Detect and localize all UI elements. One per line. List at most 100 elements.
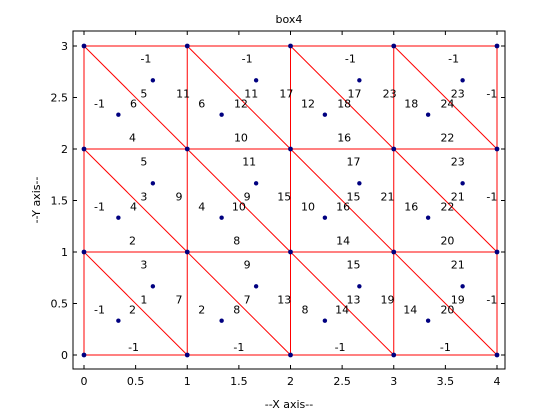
mesh-edge-19 [290, 45, 395, 150]
x-tick-label-8: 4 [494, 375, 501, 388]
mesh-edge-9 [83, 251, 188, 356]
annotation-label-11: 13 [277, 293, 291, 306]
mesh-node-8 [391, 249, 397, 255]
centroid-point-18 [219, 112, 224, 117]
mesh-node-10 [81, 146, 87, 152]
centroid-point-19 [253, 78, 259, 83]
x-tick-label-1: 0.5 [127, 375, 145, 388]
centroid-point-20 [322, 112, 328, 117]
mesh-edge-13 [83, 148, 188, 253]
annotation-label-1: 2 [129, 304, 136, 317]
mesh-edges [83, 45, 498, 356]
annotation-label-39: 15 [346, 190, 360, 203]
x-tick-label-5: 2.5 [333, 375, 351, 388]
annotation-label-61: 18 [337, 98, 351, 111]
x-axis-label: --X axis-- [265, 398, 313, 411]
annotation-label-28: 5 [140, 155, 147, 168]
annotation-label-5: 7 [175, 293, 182, 306]
mesh-edge-12 [393, 251, 498, 356]
centroid-point-23 [460, 78, 465, 83]
annotation-label-65: 23 [383, 87, 397, 100]
chart-title: box4 [276, 13, 303, 26]
annotation-label-57: 11 [244, 87, 258, 100]
annotation-label-35: 15 [277, 190, 291, 203]
annotation-label-42: 16 [404, 201, 418, 214]
annotation-label-24: -1 [94, 201, 105, 214]
y-tick-label-0: 0 [61, 349, 68, 362]
mesh-node-18 [391, 43, 397, 49]
x-tick-label-4: 2 [287, 375, 294, 388]
annotation-label-3: 1 [140, 293, 147, 306]
annotation-label-70: -1 [448, 52, 459, 65]
centroid-point-22 [425, 112, 431, 117]
annotation-label-31: 10 [232, 201, 246, 214]
mesh-node-4 [494, 352, 500, 358]
annotation-label-67: 24 [440, 98, 454, 111]
annotation-label-15: 13 [346, 293, 360, 306]
annotation-label-33: 9 [244, 190, 251, 203]
mesh-node-0 [81, 352, 87, 358]
annotation-label-54: 6 [198, 98, 205, 111]
annotation-label-25: 4 [130, 201, 137, 214]
mesh-node-9 [494, 249, 500, 255]
annotation-label-41: 21 [381, 190, 395, 203]
annotation-label-46: 23 [451, 155, 465, 168]
annotation-label-45: 21 [451, 190, 465, 203]
mesh-node-12 [288, 146, 293, 152]
y-axis-label: --Y axis-- [30, 177, 43, 224]
mesh-node-14 [494, 146, 500, 152]
annotation-label-18: 14 [403, 304, 417, 317]
annotation-label-62: 16 [337, 132, 351, 145]
annotation-label-22: 21 [451, 258, 465, 271]
centroid-point-5 [357, 284, 362, 289]
annotation-label-26: 2 [129, 235, 136, 248]
centroid-point-12 [322, 215, 328, 220]
centroid-point-15 [460, 181, 465, 186]
centroid-point-9 [150, 181, 156, 186]
mesh-node-13 [391, 146, 397, 152]
annotation-label-71: -1 [486, 87, 497, 100]
centroid-point-13 [357, 181, 362, 186]
annotation-label-64: -1 [345, 52, 356, 65]
mesh-edge-16 [393, 148, 498, 253]
annotation-label-19: 20 [440, 304, 454, 317]
centroid-point-0 [116, 318, 121, 323]
centroid-point-21 [357, 78, 362, 83]
annotation-label-68: 22 [440, 132, 454, 145]
annotation-label-16: 15 [346, 258, 360, 271]
annotation-label-60: 12 [301, 98, 315, 111]
annotation-label-37: 16 [336, 201, 350, 214]
annotation-label-49: 6 [130, 98, 137, 111]
y-tick-label-1: 0.5 [51, 298, 69, 311]
centroid-point-6 [425, 318, 431, 323]
annotation-label-20: -1 [440, 341, 451, 354]
mesh-node-3 [391, 352, 397, 358]
annotation-label-9: 7 [244, 293, 251, 306]
centroid-point-3 [253, 284, 259, 289]
mesh-edge-17 [83, 45, 188, 150]
annotation-label-48: -1 [94, 98, 105, 111]
annotation-label-53: 11 [176, 87, 190, 100]
annotation-label-27: 3 [140, 190, 147, 203]
mesh-node-16 [184, 43, 190, 49]
annotation-label-14: -1 [335, 341, 346, 354]
annotation-label-47: -1 [486, 190, 497, 203]
annotation-label-40: 17 [346, 155, 360, 168]
annotation-label-50: 4 [129, 132, 136, 145]
centroid-point-1 [150, 284, 156, 289]
centroid-point-10 [219, 215, 224, 220]
annotation-label-30: 4 [198, 201, 205, 214]
x-tick-label-2: 1 [184, 375, 191, 388]
centroid-point-11 [253, 181, 259, 186]
mesh-nodes [81, 43, 500, 358]
annotation-label-58: -1 [242, 52, 253, 65]
mesh-node-11 [184, 146, 190, 152]
annotation-label-7: 8 [233, 304, 240, 317]
x-tick-label-0: 0 [81, 375, 88, 388]
annotation-label-52: -1 [140, 52, 151, 65]
mesh-edge-15 [290, 148, 395, 253]
mesh-edge-18 [186, 45, 291, 150]
mesh-edge-20 [393, 45, 498, 150]
